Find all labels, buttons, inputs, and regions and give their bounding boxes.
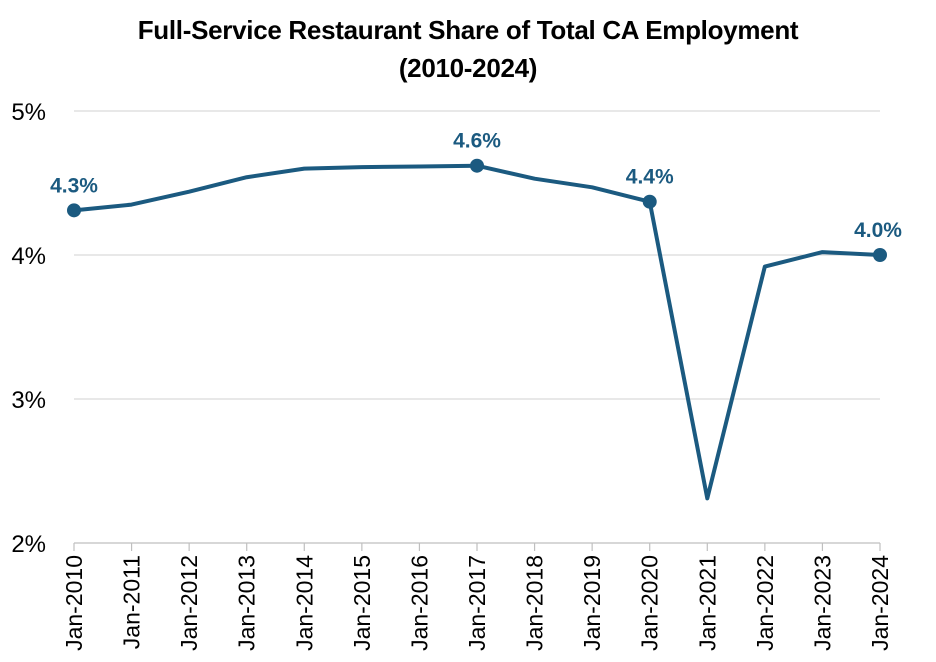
chart-title: Full-Service Restaurant Share of Total C… bbox=[137, 15, 799, 45]
data-point bbox=[470, 158, 484, 173]
x-tick-label: Jan-2022 bbox=[752, 555, 778, 651]
data-label: 4.6% bbox=[453, 130, 501, 153]
y-tick-label: 5% bbox=[11, 99, 46, 126]
x-tick-label: Jan-2018 bbox=[522, 555, 548, 651]
y-tick-label: 2% bbox=[11, 531, 46, 558]
x-tick-label: Jan-2016 bbox=[406, 555, 432, 651]
y-tick-label: 3% bbox=[11, 387, 46, 414]
x-tick-label: Jan-2014 bbox=[291, 555, 317, 651]
y-axis: 2% 3% 4% 5% bbox=[11, 99, 46, 558]
x-tick-label: Jan-2010 bbox=[61, 555, 87, 651]
series bbox=[72, 163, 882, 501]
y-tick-label: 4% bbox=[11, 243, 46, 270]
data-label: 4.4% bbox=[626, 166, 674, 189]
x-tick-label: Jan-2023 bbox=[809, 555, 835, 651]
markers: 4.3% 4.6% 4.4% 4.0% bbox=[50, 130, 902, 262]
x-tick-label: Jan-2019 bbox=[579, 555, 605, 651]
data-point bbox=[642, 194, 657, 209]
x-tick-label: Jan-2015 bbox=[349, 555, 375, 651]
data-point bbox=[873, 248, 887, 262]
x-tick-label: Jan-2017 bbox=[464, 555, 490, 651]
x-tick-label: Jan-2012 bbox=[176, 555, 202, 651]
series-line bbox=[72, 163, 882, 501]
x-tick-label: Jan-2011 bbox=[119, 555, 145, 649]
data-label: 4.0% bbox=[854, 219, 902, 242]
x-tick-label: Jan-2013 bbox=[234, 555, 260, 651]
data-label: 4.3% bbox=[50, 174, 98, 197]
x-tick-label: Jan-2021 bbox=[694, 555, 720, 651]
x-tick-label: Jan-2024 bbox=[867, 555, 893, 651]
chart-subtitle: (2010-2024) bbox=[398, 53, 538, 83]
x-tick-label: Jan-2020 bbox=[637, 555, 663, 651]
gridlines bbox=[74, 110, 880, 400]
x-axis: Jan-2010 Jan-2011 Jan-2012 Jan-2013 Jan-2014… bbox=[61, 542, 893, 651]
data-point bbox=[67, 203, 81, 218]
